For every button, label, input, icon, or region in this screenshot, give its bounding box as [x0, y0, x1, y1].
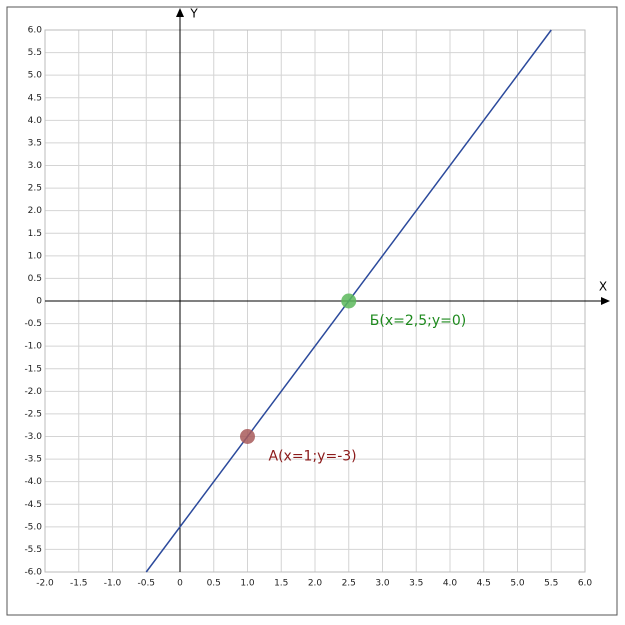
frame — [6, 6, 618, 616]
y-tick-label: 5.0 — [28, 71, 43, 81]
x-tick-label: 1.0 — [240, 579, 255, 589]
x-axis-arrow — [601, 297, 610, 305]
x-tick-label: 0 — [177, 579, 183, 589]
y-tick-label: -4.0 — [24, 477, 42, 487]
y-tick-label: -2.0 — [24, 387, 42, 397]
y-tick-label: -0.5 — [24, 319, 42, 329]
y-tick-label: 2.5 — [28, 184, 42, 194]
x-tick-label: 0.5 — [207, 579, 221, 589]
x-tick-label: 3.5 — [409, 579, 423, 589]
y-tick-label: -1.5 — [24, 364, 42, 374]
y-tick-label: 6.0 — [28, 26, 43, 36]
x-tick-label: 5.5 — [544, 579, 558, 589]
y-tick-label: -1.0 — [24, 342, 42, 352]
y-tick-label: -5.5 — [24, 545, 42, 555]
y-tick-label: 0.5 — [28, 274, 42, 284]
x-tick-label: -2.0 — [36, 579, 54, 589]
y-tick-label: 4.0 — [28, 116, 43, 126]
x-tick-label: 4.5 — [477, 579, 491, 589]
y-tick-label: -3.0 — [24, 432, 42, 442]
x-tick-label: 2.5 — [342, 579, 356, 589]
x-tick-label: -1.5 — [70, 579, 88, 589]
y-axis-label: Y — [189, 7, 198, 21]
point — [341, 293, 357, 309]
x-tick-label: 1.5 — [274, 579, 288, 589]
point-label: А(x=1;y=-3) — [269, 449, 357, 465]
x-tick-label: 4.0 — [443, 579, 458, 589]
y-tick-label: 5.5 — [28, 48, 42, 58]
y-tick-label: 3.5 — [28, 138, 42, 148]
y-tick-label: 2.0 — [28, 206, 43, 216]
y-tick-label: -5.0 — [24, 522, 42, 532]
y-tick-label: -2.5 — [24, 409, 42, 419]
x-tick-label: 5.0 — [510, 579, 525, 589]
point-label: Б(x=2,5;y=0) — [370, 313, 466, 329]
x-tick-label: -0.5 — [137, 579, 155, 589]
x-tick-label: 3.0 — [375, 579, 390, 589]
y-tick-label: 3.0 — [28, 161, 43, 171]
y-tick-label: 1.5 — [28, 229, 42, 239]
y-tick-label: 4.5 — [28, 93, 42, 103]
y-axis-arrow — [176, 8, 184, 17]
y-tick-label: -6.0 — [24, 568, 42, 578]
y-tick-label: -4.5 — [24, 500, 42, 510]
x-tick-label: -1.0 — [104, 579, 122, 589]
point — [240, 429, 255, 444]
y-tick-label: 1.0 — [28, 251, 43, 261]
x-tick-label: 2.0 — [308, 579, 323, 589]
x-tick-label: 6.0 — [578, 579, 593, 589]
x-axis-label: X — [599, 280, 607, 294]
y-tick-label: 0 — [36, 297, 42, 307]
y-tick-label: -3.5 — [24, 455, 42, 465]
